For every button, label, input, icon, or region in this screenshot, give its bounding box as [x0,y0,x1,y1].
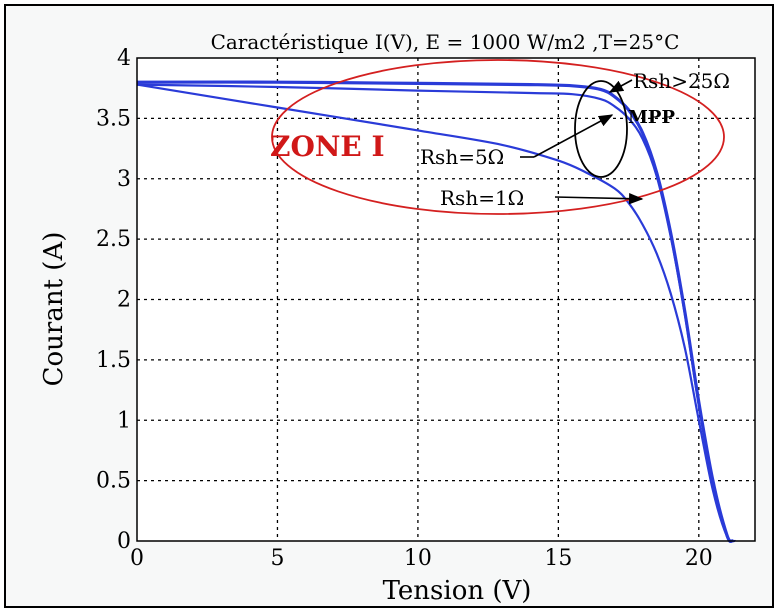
y-tick-label: 1.5 [96,348,131,373]
zone-i-label: ZONE I [270,130,385,163]
y-tick-label: 1 [117,408,131,433]
zone-i-ellipse [271,59,725,215]
y-tick-label: 0 [117,529,131,554]
x-tick-labels: 0 5 10 15 20 [130,546,713,571]
annotation-overlays [271,59,725,215]
y-tick-label: 2 [117,288,131,313]
x-tick-label: 5 [270,546,284,571]
rsh-high-arrow [608,79,633,93]
y-tick-label: 3.5 [96,106,131,131]
rsh-1-arrow [554,192,644,205]
grid-lines [137,58,755,541]
mpp-label: MPP [628,107,675,128]
y-tick-labels: 0 0.5 1 1.5 2 2.5 3 3.5 4 [96,46,131,554]
y-tick-label: 0.5 [96,469,131,494]
x-tick-label: 10 [404,546,432,571]
chart-title: Caractéristique I(V), E = 1000 W/m2 ,T=2… [211,30,680,54]
x-tick-label: 20 [685,546,713,571]
rsh-5-arrow [533,114,614,158]
mpp-ellipse [574,80,628,178]
y-tick-label: 2.5 [96,227,131,252]
y-tick-label: 4 [117,46,131,71]
x-axis-label: Tension (V) [383,576,532,606]
series-line-2 [136,83,734,543]
rsh-high-label: Rsh>25Ω [633,69,730,93]
x-tick-label: 15 [544,546,572,571]
rsh-1-label: Rsh=1Ω [440,186,524,210]
rsh-5-label: Rsh=5Ω [420,145,504,169]
series-line-3 [136,83,736,543]
series-curves [136,80,736,543]
y-tick-label: 3 [117,167,131,192]
y-axis-label: Courant (A) [39,232,69,387]
plot-border [136,57,756,542]
x-tick-label: 0 [130,546,144,571]
